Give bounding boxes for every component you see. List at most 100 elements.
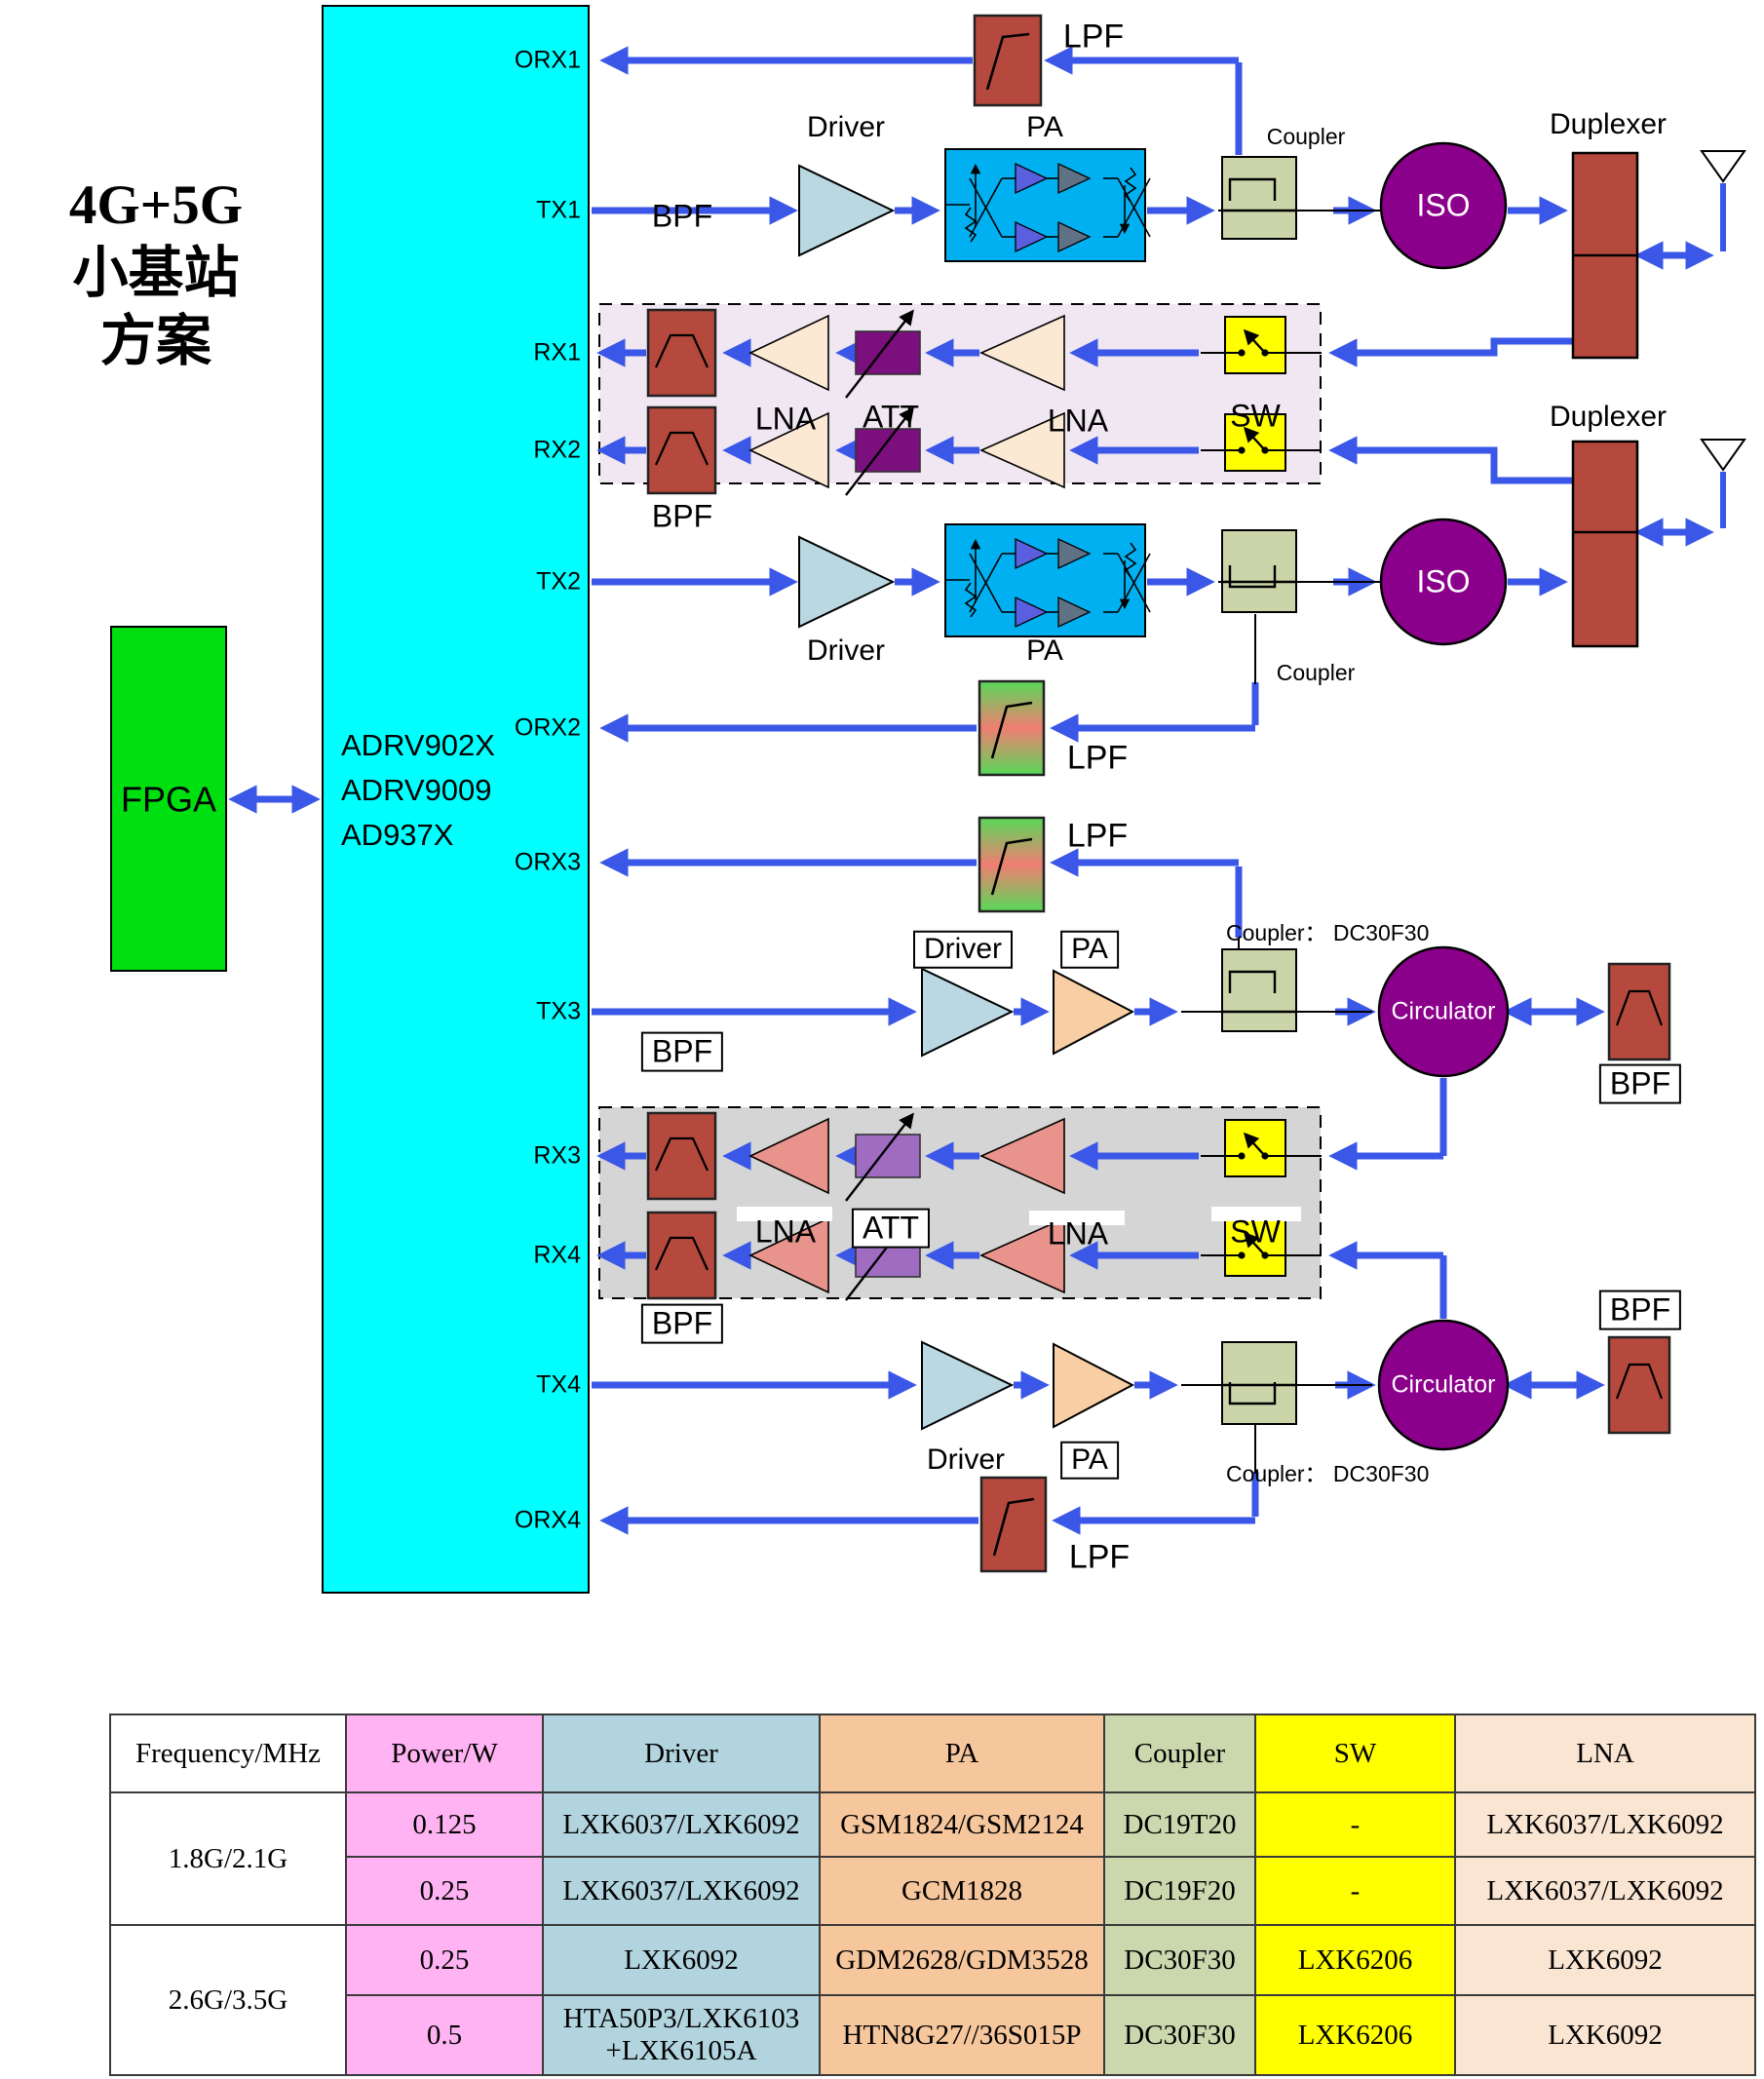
port-orx2: ORX2 (514, 713, 581, 742)
lpf2-label: LPF (1066, 739, 1129, 777)
sw-rx1 (1201, 316, 1322, 374)
pa1-box (944, 148, 1151, 262)
iso1-label: ISO (1416, 187, 1471, 223)
bpf-tx4-label: BPF (1598, 1290, 1682, 1330)
bpf-rx2-box (646, 405, 717, 495)
coupler4-box (1221, 1341, 1297, 1425)
cell-r1-sw: - (1254, 1791, 1456, 1858)
cell-r3-coupler: DC30F30 (1103, 1924, 1256, 1996)
lpf2-box (978, 679, 1046, 777)
header-coupler: Coupler (1103, 1713, 1256, 1793)
sw-rx12-label: SW (1230, 398, 1281, 434)
table-row: 1.8G/2.1G 0.125 LXK6037/LXK6092 GSM1824/… (109, 1791, 1756, 1926)
antenna1-icon (1700, 150, 1746, 183)
component-spec-table: Frequency/MHz Power/W Driver PA Coupler … (109, 1713, 1756, 2076)
cell-r4-sw: LXK6206 (1254, 1994, 1456, 2076)
circulator2-circle (1377, 1319, 1510, 1451)
port-tx3: TX3 (536, 997, 581, 1025)
transceiver-part-numbers: ADRV902X ADRV9009 AD937X (341, 723, 495, 858)
bpf-rx4-box (646, 1211, 717, 1300)
coupler4-label: Coupler： DC30F30 (1226, 1461, 1430, 1486)
lpf1-box (973, 14, 1043, 107)
cell-r4-power: 0.5 (345, 1994, 544, 2076)
att-rx1-box (855, 330, 921, 375)
fpga-label: FPGA (120, 779, 217, 820)
lpf4-label: LPF (1068, 1538, 1131, 1576)
coupler1-label: Coupler (1266, 123, 1346, 149)
transceiver-block (322, 5, 590, 1594)
cell-r2-pa: GCM1828 (819, 1856, 1105, 1926)
bpf-rx3-label: BPF (640, 1031, 724, 1072)
lna-rx12-b-label: LNA (1047, 403, 1109, 439)
iso2-circle (1379, 518, 1508, 646)
table-row: 2.6G/3.5G 0.25 LXK6092 GDM2628/GDM3528 D… (109, 1924, 1756, 2076)
bpf-tx4-box (1607, 1335, 1671, 1435)
att-rx34-label: ATT (851, 1208, 931, 1249)
transceiver-line-2: ADRV9009 (341, 773, 492, 807)
sw-rx34-label: SW (1230, 1213, 1281, 1250)
coupler3-box (1221, 948, 1297, 1032)
cell-r3-driver: LXK6092 (542, 1924, 821, 1996)
bpf-tx3-box (1607, 962, 1671, 1061)
lna-rx2-b (979, 411, 1065, 489)
bpf-rx2-label: BPF (651, 498, 713, 534)
lpf-glyphs (985, 32, 1035, 1557)
cell-r4-driver: HTA50P3/LXK6103 +LXK6105A (542, 1994, 821, 2076)
cell-r4-lna: LXK6092 (1454, 1994, 1756, 2076)
lna-rx3-a (748, 1117, 829, 1195)
cell-r1-driver: LXK6037/LXK6092 (542, 1791, 821, 1858)
port-rx3: RX3 (533, 1141, 581, 1170)
cell-r2-power: 0.25 (345, 1856, 544, 1926)
lna-rx1-b (979, 314, 1065, 392)
bpf-rx1-box (646, 308, 717, 398)
table-row: 0.25 LXK6037/LXK6092 GCM1828 DC19F20 - L… (110, 1856, 1756, 1926)
cell-r2-driver: LXK6037/LXK6092 (542, 1856, 821, 1926)
cell-freq-26-35: 2.6G/3.5G (109, 1924, 347, 2076)
blue-wires (228, 46, 1726, 1535)
cell-r2-coupler: DC19F20 (1103, 1856, 1256, 1926)
rx34-lna-group-box (598, 1106, 1322, 1299)
cell-r4-coupler: DC30F30 (1103, 1994, 1256, 2076)
bpf-rx4-label: BPF (640, 1303, 724, 1344)
title-line-2: 小基站 (72, 243, 240, 304)
table-row: 0.5 HTA50P3/LXK6103 +LXK6105A HTN8G27//3… (110, 1994, 1756, 2076)
driver3-triangle (921, 967, 1015, 1058)
driver4-triangle (921, 1340, 1015, 1431)
pa4-label: PA (1060, 1441, 1119, 1480)
lna-rx34-b-label: LNA (1047, 1215, 1109, 1251)
pa2-label: PA (1026, 634, 1063, 667)
cell-r2-sw: - (1254, 1856, 1456, 1926)
lna-rx12-a-label: LNA (754, 401, 817, 437)
cell-r1-coupler: DC19T20 (1103, 1791, 1256, 1858)
pa3-label: PA (1060, 930, 1119, 969)
bpf-tx3-label: BPF (1598, 1063, 1682, 1104)
circulator1-circle (1377, 945, 1510, 1078)
lpf3-label: LPF (1066, 817, 1129, 855)
port-tx4: TX4 (536, 1370, 581, 1399)
header-pa: PA (819, 1713, 1105, 1793)
pa2-box (944, 523, 1151, 637)
duplexer2-label: Duplexer (1549, 400, 1668, 433)
driver1-triangle (798, 164, 896, 257)
iso2-label: ISO (1416, 563, 1471, 599)
duplexer1-box (1571, 151, 1639, 360)
driver3-label: Driver (913, 930, 1013, 969)
cell-r2-lna: LXK6037/LXK6092 (1454, 1856, 1756, 1926)
cell-r1-power: 0.125 (345, 1791, 544, 1858)
circulator1-label: Circulator (1391, 997, 1496, 1025)
header-sw: SW (1254, 1713, 1456, 1793)
coupler-glyphs (1222, 177, 1296, 1405)
coupler2-label: Coupler (1276, 659, 1356, 685)
cell-r3-power: 0.25 (345, 1924, 544, 1996)
lpf1-label: LPF (1062, 18, 1125, 56)
transceiver-line-1: ADRV902X (341, 728, 495, 762)
page-title: 4G+5G 小基站 方案 (14, 172, 298, 376)
iso1-circle (1379, 141, 1508, 270)
pa4-triangle (1053, 1342, 1135, 1429)
circulator2-label: Circulator (1391, 1370, 1496, 1399)
port-orx1: ORX1 (514, 46, 581, 74)
cell-r3-pa: GDM2628/GDM3528 (819, 1924, 1105, 1996)
att-arrows (845, 309, 914, 1301)
bpf-rx3-box (646, 1111, 717, 1201)
